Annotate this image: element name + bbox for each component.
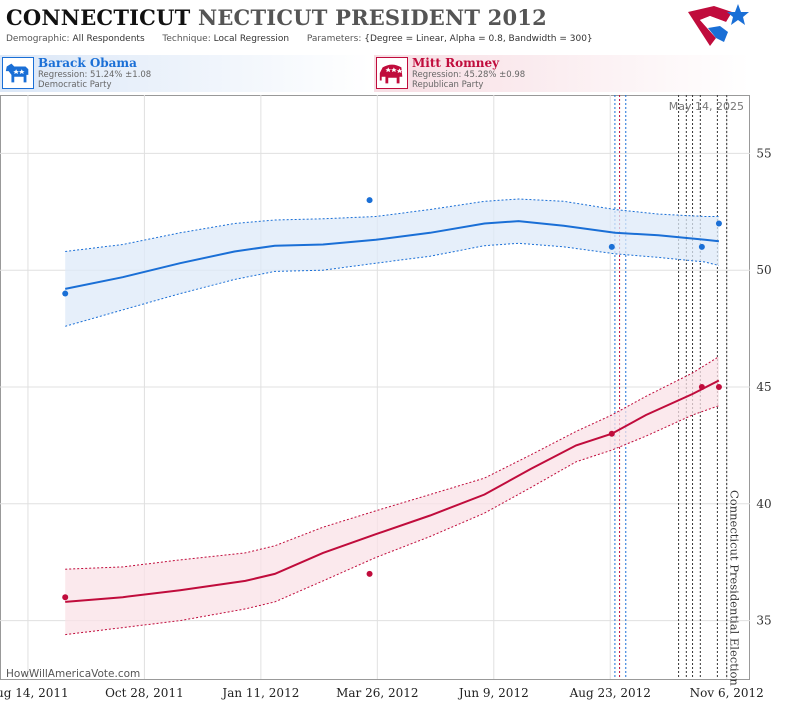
poll-point-romney <box>698 384 705 390</box>
y-tick-label: 55 <box>756 146 771 160</box>
demographic-value: All Respondents <box>72 34 145 44</box>
confidence-band-obama <box>65 199 719 327</box>
poll-point-obama <box>62 290 69 297</box>
poll-point-obama <box>698 243 705 250</box>
party-obama: Democratic Party <box>38 80 112 90</box>
date-stamp: May 14, 2025 <box>668 100 744 113</box>
demographic-label: Demographic: <box>6 34 70 44</box>
x-tick-label: Nov 6, 2012 <box>690 686 764 700</box>
upper-bound-romney <box>65 356 720 570</box>
site-logo-icon <box>688 4 749 46</box>
poll-point-romney <box>62 594 69 601</box>
parameters-label: Parameters: <box>306 34 362 44</box>
header: CONNECTICUT NECTICUT PRESIDENT 2012 Demo… <box>0 0 789 52</box>
poll-point-romney <box>366 570 373 577</box>
parameters-value: {Degree = Linear, Alpha = 0.8, Bandwidth… <box>364 34 593 44</box>
parameters-line: Demographic: All Respondents Technique: … <box>6 34 593 44</box>
candidate-panel-obama: Barack Obama Regression: 51.24% ±1.08 De… <box>0 55 370 92</box>
regression-obama: Regression: 51.24% ±1.08 <box>38 70 152 80</box>
x-tick-label: Jan 11, 2012 <box>220 686 299 700</box>
poll-point-romney <box>608 430 615 437</box>
democrat-donkey-icon <box>2 57 34 89</box>
confidence-band-romney <box>65 356 719 635</box>
party-romney: Republican Party <box>412 80 484 90</box>
page-title: CONNECTICUT NECTICUT PRESIDENT 2012 <box>6 5 547 30</box>
y-tick-label: 50 <box>756 263 771 277</box>
candidate-panel-romney: Mitt Romney Regression: 45.28% ±0.98 Rep… <box>374 55 750 92</box>
lower-bound-obama <box>65 242 720 327</box>
regression-romney: Regression: 45.28% ±0.98 <box>412 70 526 80</box>
watermark: HowWillAmericaVote.com <box>6 668 141 680</box>
candidate-name-romney: Mitt Romney <box>412 56 500 70</box>
poll-chart: 35 40 45 50 55 Aug 14, 2011 Oct 28, 2011 Jan 11… <box>0 95 772 700</box>
x-tick-label: Aug 23, 2012 <box>569 686 651 700</box>
technique-value: Local Regression <box>213 34 290 44</box>
poll-point-obama <box>366 197 373 204</box>
x-tick-label: Oct 28, 2011 <box>105 686 184 700</box>
x-tick-label: Jun 9, 2012 <box>457 686 529 700</box>
poll-point-obama <box>608 243 615 250</box>
election-label: Connecticut Presidential Election <box>728 490 742 686</box>
y-tick-label: 40 <box>756 497 771 511</box>
x-tick-label: Mar 26, 2012 <box>336 686 418 700</box>
republican-elephant-icon <box>376 57 408 89</box>
lower-bound-romney <box>65 405 720 636</box>
y-tick-label: 45 <box>756 380 771 394</box>
title-race: NECTICUT PRESIDENT 2012 <box>197 5 547 30</box>
trend-line-obama <box>65 220 720 290</box>
technique-label: Technique: <box>162 34 211 44</box>
poll-point-romney <box>715 384 722 390</box>
poll-point-obama <box>715 220 722 227</box>
title-state: CONNECTICUT <box>6 5 191 30</box>
trend-line-romney <box>65 379 720 603</box>
candidate-name-obama: Barack Obama <box>38 56 137 70</box>
y-tick-label: 35 <box>756 614 771 628</box>
x-tick-label: Aug 14, 2011 <box>0 686 69 700</box>
